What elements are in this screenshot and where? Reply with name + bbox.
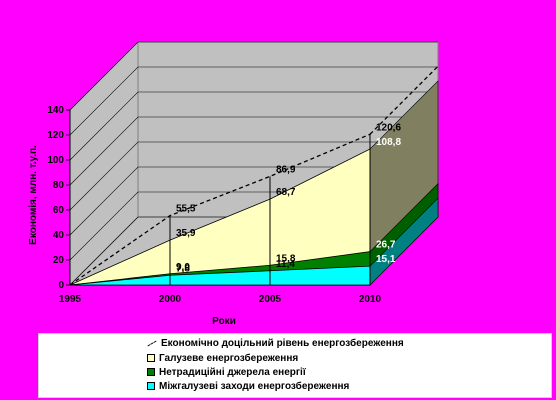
dashed-line-icon (147, 339, 157, 347)
legend-item-renewables: Нетрадиційні джерела енергії (147, 365, 306, 379)
economic-level-line (69, 133, 371, 286)
gridline (69, 41, 438, 111)
data-label: 68,7 (276, 187, 296, 198)
data-label: 55,5 (176, 204, 196, 215)
y-tick-label: 80 (53, 180, 65, 191)
data-label: 86,9 (276, 164, 296, 175)
x-axis-ticks: 1995 2000 2005 2010 (59, 294, 382, 305)
x-tick-label: 2010 (359, 294, 382, 305)
swatch-icon (147, 354, 155, 362)
legend-label: Галузеве енергозбереження (159, 352, 299, 364)
legend-item-intersectoral: Міжгалузеві заходи енергозбереження (147, 379, 349, 393)
data-label: 7,8 (176, 263, 190, 274)
area-series (69, 80, 439, 286)
gridline (69, 91, 438, 161)
data-label: 26,7 (376, 240, 396, 251)
data-label: 120,6 (376, 122, 401, 133)
economic-level-depth (369, 65, 439, 135)
data-label: 35,9 (176, 228, 196, 239)
legend-item-sectoral: Галузеве енергозбереження (147, 351, 298, 365)
y-tick-label: 100 (47, 155, 64, 166)
gridline (69, 116, 438, 186)
legend-label: Нетрадиційні джерела енергії (159, 366, 306, 378)
data-label: 9,0 (176, 262, 190, 273)
chart-area: 0 20 40 60 80 100 120 140 1995 2000 2005 2010 7,8 1… (28, 40, 440, 327)
gridline (69, 141, 438, 211)
x-axis-label: Роки (212, 316, 236, 327)
data-label: 15,1 (376, 254, 396, 265)
y-tick-label: 40 (53, 230, 65, 241)
y-tick-label: 0 (58, 280, 64, 291)
swatch-icon (147, 382, 155, 390)
y-axis-ticks: 0 20 40 60 80 100 120 140 (47, 105, 71, 291)
x-tick-label: 2005 (259, 294, 282, 305)
gridline (69, 66, 438, 136)
data-label: 108,8 (376, 137, 401, 148)
data-label: 11,4 (276, 259, 295, 270)
legend: Економічно доцільний рівень енергозбереж… (38, 333, 552, 398)
y-tick-label: 60 (53, 205, 65, 216)
data-label: 15,8 (276, 253, 296, 264)
legend-label: Економічно доцільний рівень енергозбереж… (161, 337, 404, 349)
x-tick-label: 1995 (59, 294, 82, 305)
series-lines (69, 65, 439, 286)
data-labels: 7,8 11,4 15,1 9,0 15,8 26,7 35,9 68,7 108,8 55,5 8… (176, 122, 401, 274)
legend-item-economic-level: Економічно доцільний рівень енергозбереж… (147, 336, 404, 350)
area-0 (69, 265, 371, 286)
legend-label: Міжгалузеві заходи енергозбереження (159, 380, 350, 392)
y-tick-label: 20 (53, 255, 65, 266)
y-axis-label: Економія, млн. т.у.п. (28, 145, 39, 245)
x-tick-label: 2000 (159, 294, 182, 305)
y-tick-label: 120 (47, 130, 64, 141)
y-tick-label: 140 (47, 105, 64, 116)
swatch-icon (147, 368, 155, 376)
